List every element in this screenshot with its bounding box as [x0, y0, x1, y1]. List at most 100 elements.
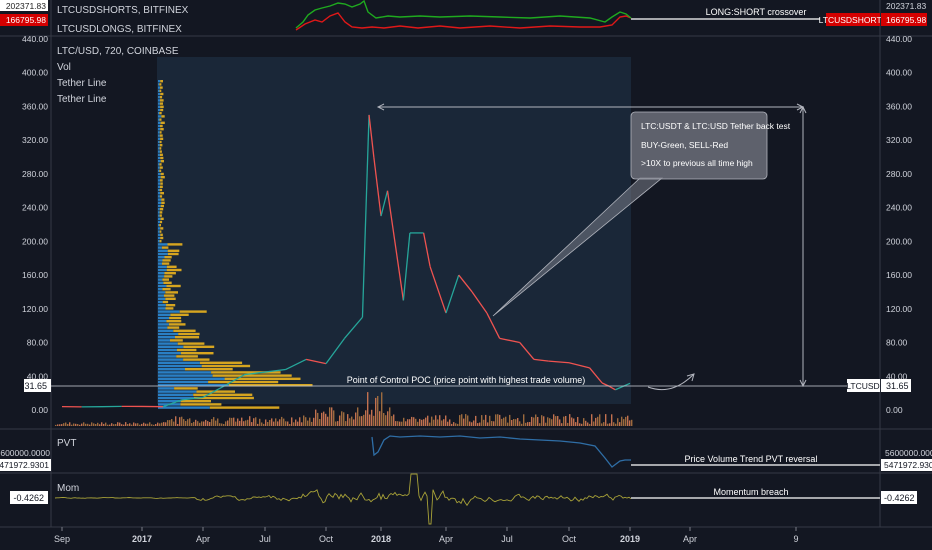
volume-bar — [191, 423, 193, 426]
volume-profile-down-bar — [166, 265, 177, 268]
volume-bar — [89, 424, 91, 426]
volume-profile-down-bar — [159, 208, 164, 211]
volume-profile-down-bar — [208, 380, 279, 384]
price-segment — [548, 360, 570, 364]
volume-bar — [603, 422, 605, 426]
volume-bar — [169, 420, 171, 426]
volume-bar — [607, 423, 609, 426]
volume-bar — [277, 421, 279, 426]
volume-profile-up-bar — [158, 377, 225, 380]
volume-profile-down-bar — [159, 96, 163, 99]
price-segment — [361, 114, 370, 318]
main-legend-vol[interactable]: Vol — [57, 62, 71, 73]
volume-bar — [137, 423, 139, 426]
volume-bar — [547, 417, 549, 426]
crossover-annotation: LONG:SHORT crossover — [706, 7, 807, 17]
price-segment — [445, 274, 460, 314]
volume-profile-down-bar — [174, 387, 198, 390]
volume-bar — [61, 424, 63, 426]
volume-bar — [473, 420, 475, 426]
volume-profile-down-bar — [160, 220, 163, 224]
volume-profile-up-bar — [158, 96, 160, 99]
volume-bar — [231, 417, 233, 426]
volume-profile-up-bar — [158, 89, 160, 92]
volume-profile-up-bar — [158, 294, 164, 297]
mom-line — [54, 473, 632, 525]
price-segment — [471, 291, 488, 314]
main-legend-tether-2[interactable]: Tether Line — [57, 94, 107, 105]
time-tick-label: Sep — [54, 534, 70, 544]
main-legend-tether-1[interactable]: Tether Line — [57, 78, 107, 89]
volume-profile-up-bar — [158, 201, 162, 204]
time-axis[interactable]: Sep 2017 Apr Jul Oct 2018 Apr Jul Oct 2019 Apr 9 — [54, 527, 799, 544]
volume-bar — [597, 416, 599, 426]
volume-bar — [533, 417, 535, 426]
poc-label: Point of Control POC (price point with h… — [347, 375, 586, 385]
volume-bar — [287, 421, 289, 426]
volume-bar — [495, 414, 497, 426]
volume-bar — [217, 418, 219, 426]
volume-profile-up-bar — [158, 144, 160, 147]
time-tick-label: Jul — [501, 534, 513, 544]
volume-profile-up-bar — [158, 262, 162, 265]
volume-profile-up-bar — [158, 259, 163, 262]
volume-bar — [411, 416, 413, 426]
volume-profile-down-bar — [160, 179, 163, 182]
volume-bar — [121, 424, 123, 426]
volume-bar — [305, 417, 307, 426]
volume-bar — [599, 414, 601, 426]
volume-profile-down-bar — [162, 278, 169, 281]
volume-bar — [507, 422, 509, 426]
volume-profile-up-bar — [158, 246, 162, 249]
volume-profile-down-bar — [199, 361, 243, 364]
volume-bar — [211, 419, 213, 426]
volume-bar — [593, 421, 595, 426]
volume-bar — [79, 424, 81, 426]
volume-profile-up-bar — [158, 230, 160, 233]
volume-profile-down-bar — [165, 307, 174, 310]
volume-bar — [441, 420, 443, 426]
volume-profile-up-bar — [158, 208, 160, 211]
main-legend-symbol[interactable]: LTC/USD, 720, COINBASE — [57, 46, 179, 57]
volume-profile-up-bar — [158, 358, 184, 361]
volume-profile-up-bar — [158, 137, 161, 140]
volume-bar — [517, 418, 519, 426]
volume-bar — [115, 424, 117, 426]
price-segment — [422, 232, 431, 267]
target-range-arrow-up — [799, 105, 807, 114]
price-segment — [499, 337, 520, 344]
volume-bar — [337, 421, 339, 426]
volume-bar — [525, 422, 527, 426]
volume-profile-down-bar — [162, 300, 169, 304]
volume-profile-down-bar — [162, 259, 171, 262]
shaded-backtest-area — [157, 57, 631, 404]
volume-bar — [509, 414, 511, 426]
volume-profile-up-bar — [158, 131, 160, 134]
volume-profile-up-bar — [158, 147, 160, 150]
volume-profile-up-bar — [158, 182, 161, 185]
volume-profile-down-bar — [160, 99, 164, 102]
volume-profile-up-bar — [158, 384, 229, 387]
top-legend-shorts: LTCUSDSHORTS, BITFINEX — [57, 5, 189, 16]
volume-profile-up-bar — [158, 352, 181, 355]
volume-profile-down-bar — [212, 374, 292, 377]
price-tick-left: 320.00 — [22, 135, 48, 145]
volume-profile-up-bar — [158, 336, 175, 339]
volume-bar — [375, 397, 377, 426]
volume-bar — [409, 419, 411, 426]
volume-profile-up-bar — [158, 268, 167, 272]
volume-bar — [439, 415, 441, 426]
volume-bar — [333, 410, 335, 426]
volume-bar — [545, 422, 547, 426]
target-range-arrow-down — [799, 379, 807, 388]
pvt-legend: PVT — [57, 438, 76, 449]
volume-profile-down-bar — [180, 400, 211, 403]
volume-bar — [351, 416, 353, 426]
price-tick-right: 280.00 — [886, 169, 912, 179]
time-tick-label: Apr — [439, 534, 453, 544]
volume-bar — [567, 422, 569, 426]
volume-bar — [153, 424, 155, 426]
volume-profile-down-bar — [177, 342, 205, 345]
volume-profile-down-bar — [159, 169, 162, 172]
